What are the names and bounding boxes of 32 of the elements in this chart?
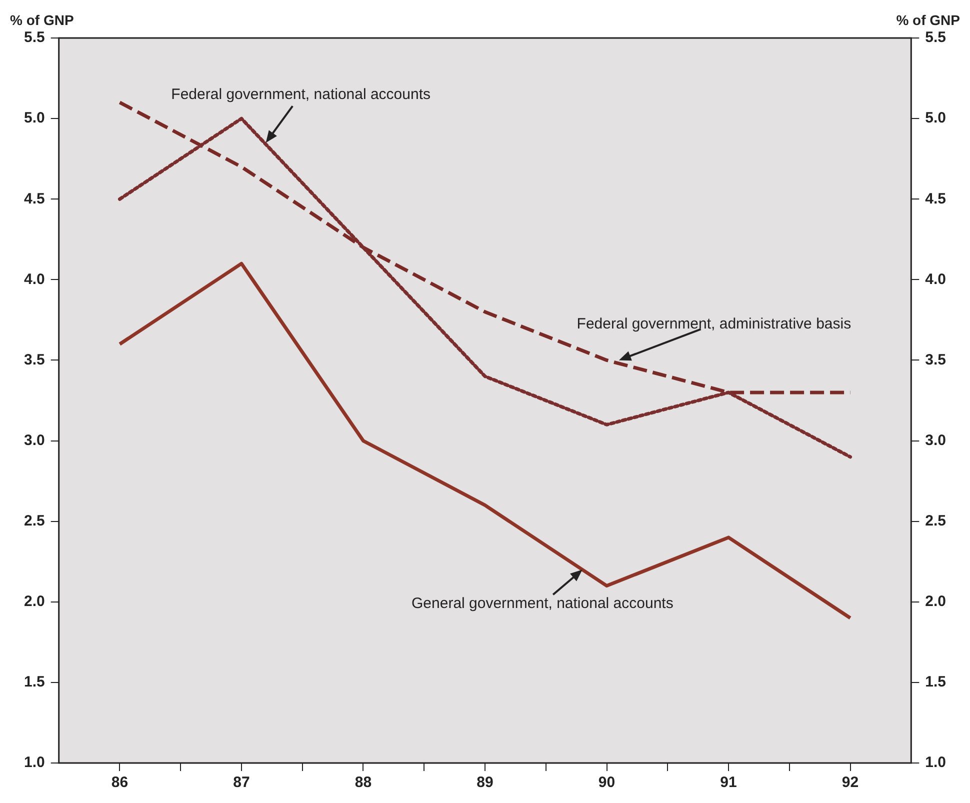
y-tick-label: 3.5: [24, 351, 45, 368]
y2-tick-label: 2.5: [925, 512, 946, 530]
y2-tick-label: 4.0: [925, 270, 946, 288]
x-tick-label: 92: [842, 774, 859, 792]
y2-tick-label: 1.5: [925, 674, 946, 691]
annotation: Federal government, national accounts: [171, 86, 430, 103]
y-tick-label: 5.0: [24, 110, 45, 127]
y-tick-label: 1.5: [24, 674, 45, 691]
y2-tick-label: 5.0: [925, 110, 946, 127]
x-tick-label: 91: [720, 774, 737, 792]
y2-tick-label: 3.0: [925, 432, 946, 449]
y-tick-label: 5.5: [24, 29, 45, 46]
x-tick-label: 88: [354, 774, 372, 792]
y-axis-title: % of GNP: [10, 12, 74, 28]
y2-tick-label: 1.0: [925, 754, 946, 772]
annotation: General government, national accounts: [411, 594, 674, 612]
y-tick-label: 1.0: [24, 754, 45, 772]
x-tick-label: 90: [598, 774, 616, 792]
y-tick-label: 4.5: [24, 190, 45, 208]
x-tick-label: 89: [476, 774, 494, 792]
y-tick-label: 2.5: [24, 512, 45, 530]
x-tick-label: 86: [111, 774, 128, 792]
x-tick-label: 87: [233, 774, 250, 792]
y2-axis-title: % of GNP: [896, 12, 960, 28]
y-tick-label: 3.0: [24, 432, 45, 449]
y-tick-label: 2.0: [24, 593, 45, 610]
y-tick-label: 4.0: [24, 270, 45, 288]
y2-tick-label: 2.0: [925, 593, 946, 610]
y2-tick-label: 4.5: [925, 190, 946, 208]
y2-tick-label: 5.5: [925, 29, 946, 46]
y2-tick-label: 3.5: [925, 351, 946, 368]
annotation: Federal government, administrative basis: [576, 315, 852, 332]
